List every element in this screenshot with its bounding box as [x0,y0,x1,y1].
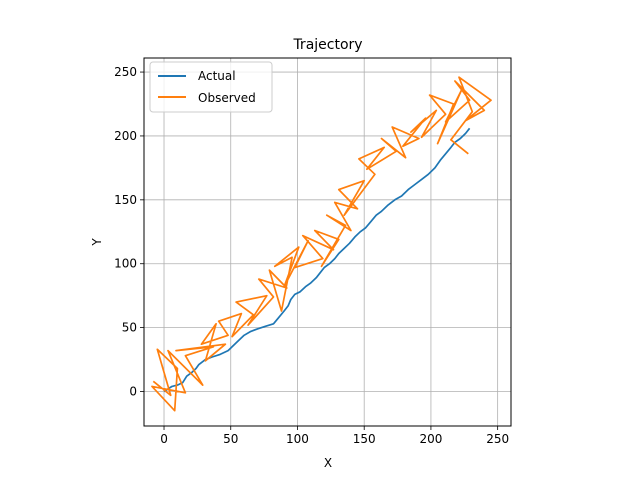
y-tick-label: 50 [122,321,137,335]
legend-box [149,61,273,113]
x-axis-label: X [324,456,332,470]
actual-trajectory-line [163,127,471,393]
observed-trajectory-line [151,76,492,412]
x-tick-label: 0 [160,432,168,446]
x-tick-label: 200 [419,432,442,446]
legend: Actual Observed [149,61,273,113]
axis-ticks: 0 50 100 150 200 250 0 50 100 150 200 250 [114,65,509,446]
y-tick-label: 200 [114,129,137,143]
y-tick-label: 250 [114,65,137,79]
x-tick-label: 250 [486,432,509,446]
y-tick-label: 100 [114,257,137,271]
chart-title: Trajectory [292,37,362,53]
legend-label-actual: Actual [198,69,236,83]
legend-label-observed: Observed [198,91,256,105]
y-tick-label: 150 [114,193,137,207]
x-tick-label: 100 [286,432,309,446]
x-tick-label: 150 [353,432,376,446]
x-tick-label: 50 [223,432,238,446]
plot-area [144,58,511,426]
y-tick-label: 0 [129,385,137,399]
series [151,76,492,412]
y-axis-label: Y [90,238,104,247]
plot-frame [143,57,512,427]
